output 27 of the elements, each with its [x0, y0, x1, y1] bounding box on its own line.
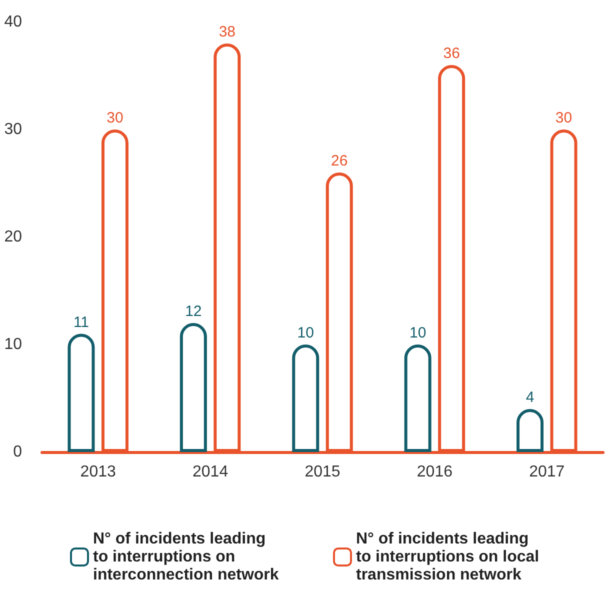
data-label: 26	[331, 152, 348, 170]
data-label: 10	[409, 324, 426, 342]
data-label: 4	[526, 389, 534, 406]
data-label: 10	[297, 324, 314, 342]
data-label: 30	[555, 110, 572, 126]
bar	[292, 344, 320, 452]
data-label: 38	[218, 24, 236, 40]
bar	[180, 323, 207, 452]
y-tick-label: 0	[13, 444, 22, 460]
bar	[404, 344, 432, 452]
bar	[68, 334, 95, 452]
x-tick-label: 2014	[192, 464, 228, 480]
x-tick-label: 2016	[416, 464, 453, 480]
legend-label: N° of incidents leading to interruptions on interconnection network	[93, 530, 279, 584]
data-label: 30	[106, 110, 124, 126]
legend-label: N° of incidents leading to interruptions on local transmission network	[356, 530, 544, 584]
y-tick-label: 30	[4, 121, 22, 138]
y-tick-label: 10	[4, 336, 22, 353]
x-tick-label: 2013	[80, 464, 116, 480]
x-tick-label: 2017	[529, 464, 565, 480]
data-label: 11	[73, 314, 90, 331]
y-tick-label: 20	[4, 228, 22, 246]
x-tick-label: 2015	[304, 464, 340, 480]
data-label: 36	[443, 45, 460, 62]
data-label: 12	[185, 303, 202, 320]
bar	[516, 409, 544, 452]
y-tick-label: 40	[4, 14, 22, 30]
